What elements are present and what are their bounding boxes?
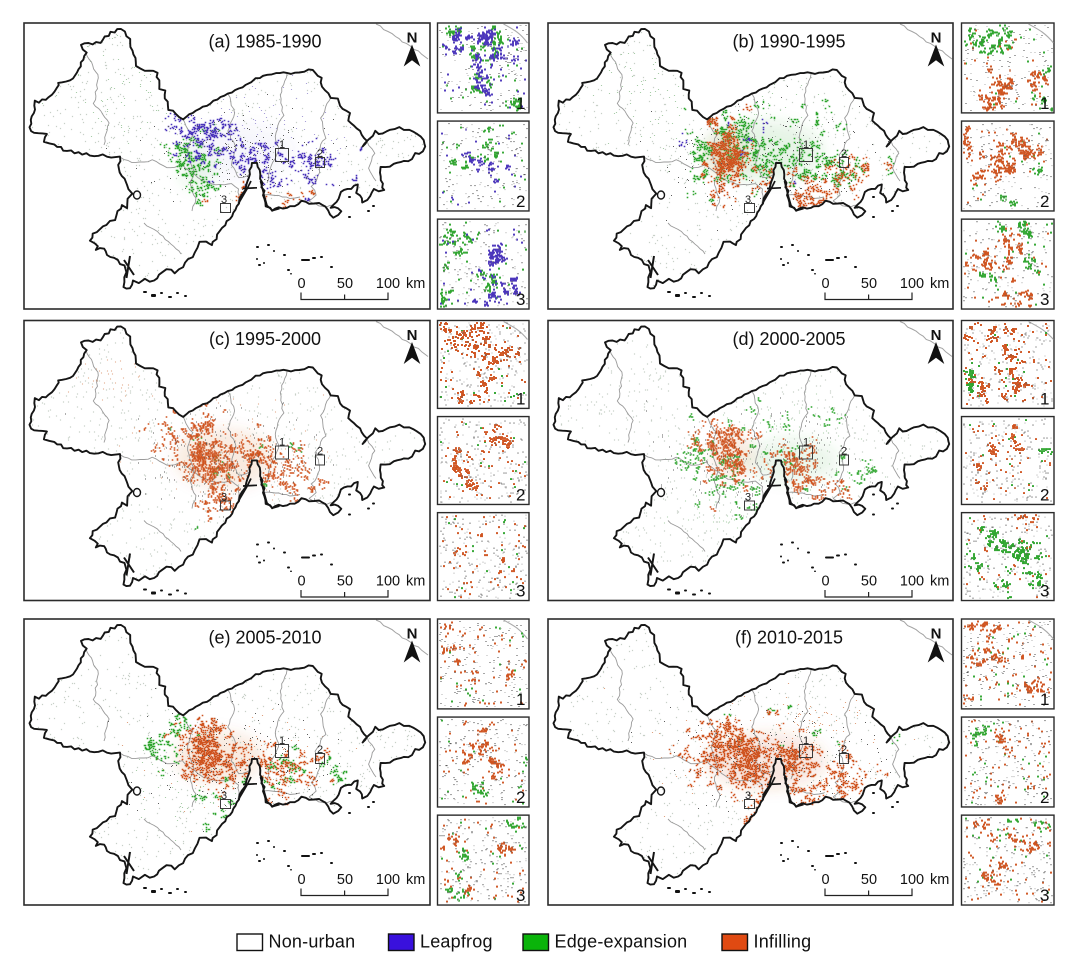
svg-text:1: 1 [516,94,525,113]
svg-text:2: 2 [516,192,525,211]
svg-text:1: 1 [1040,390,1049,409]
svg-text:2: 2 [1040,788,1049,807]
svg-text:Leapfrog: Leapfrog [420,932,493,952]
svg-text:1: 1 [516,690,525,709]
svg-text:3: 3 [516,290,525,309]
svg-text:1: 1 [1040,690,1049,709]
svg-text:Non-urban: Non-urban [269,932,356,952]
svg-text:1: 1 [1040,94,1049,113]
svg-text:3: 3 [1040,582,1049,601]
svg-text:3: 3 [516,886,525,905]
svg-text:3: 3 [516,582,525,601]
svg-text:(a) 1985-1990: (a) 1985-1990 [208,32,321,52]
svg-text:2: 2 [516,486,525,505]
svg-text:3: 3 [1040,886,1049,905]
svg-text:2: 2 [516,788,525,807]
svg-text:2: 2 [1040,192,1049,211]
svg-text:2: 2 [1040,486,1049,505]
svg-text:1: 1 [516,390,525,409]
svg-text:Edge-expansion: Edge-expansion [555,932,688,952]
svg-text:Infilling: Infilling [754,932,812,952]
svg-text:(e) 2005-2010: (e) 2005-2010 [208,628,321,648]
svg-text:(b) 1990-1995: (b) 1990-1995 [732,32,845,52]
svg-text:3: 3 [1040,290,1049,309]
svg-text:(c) 1995-2000: (c) 1995-2000 [209,329,321,349]
svg-text:(f) 2010-2015: (f) 2010-2015 [735,628,843,648]
svg-text:(d) 2000-2005: (d) 2000-2005 [732,329,845,349]
